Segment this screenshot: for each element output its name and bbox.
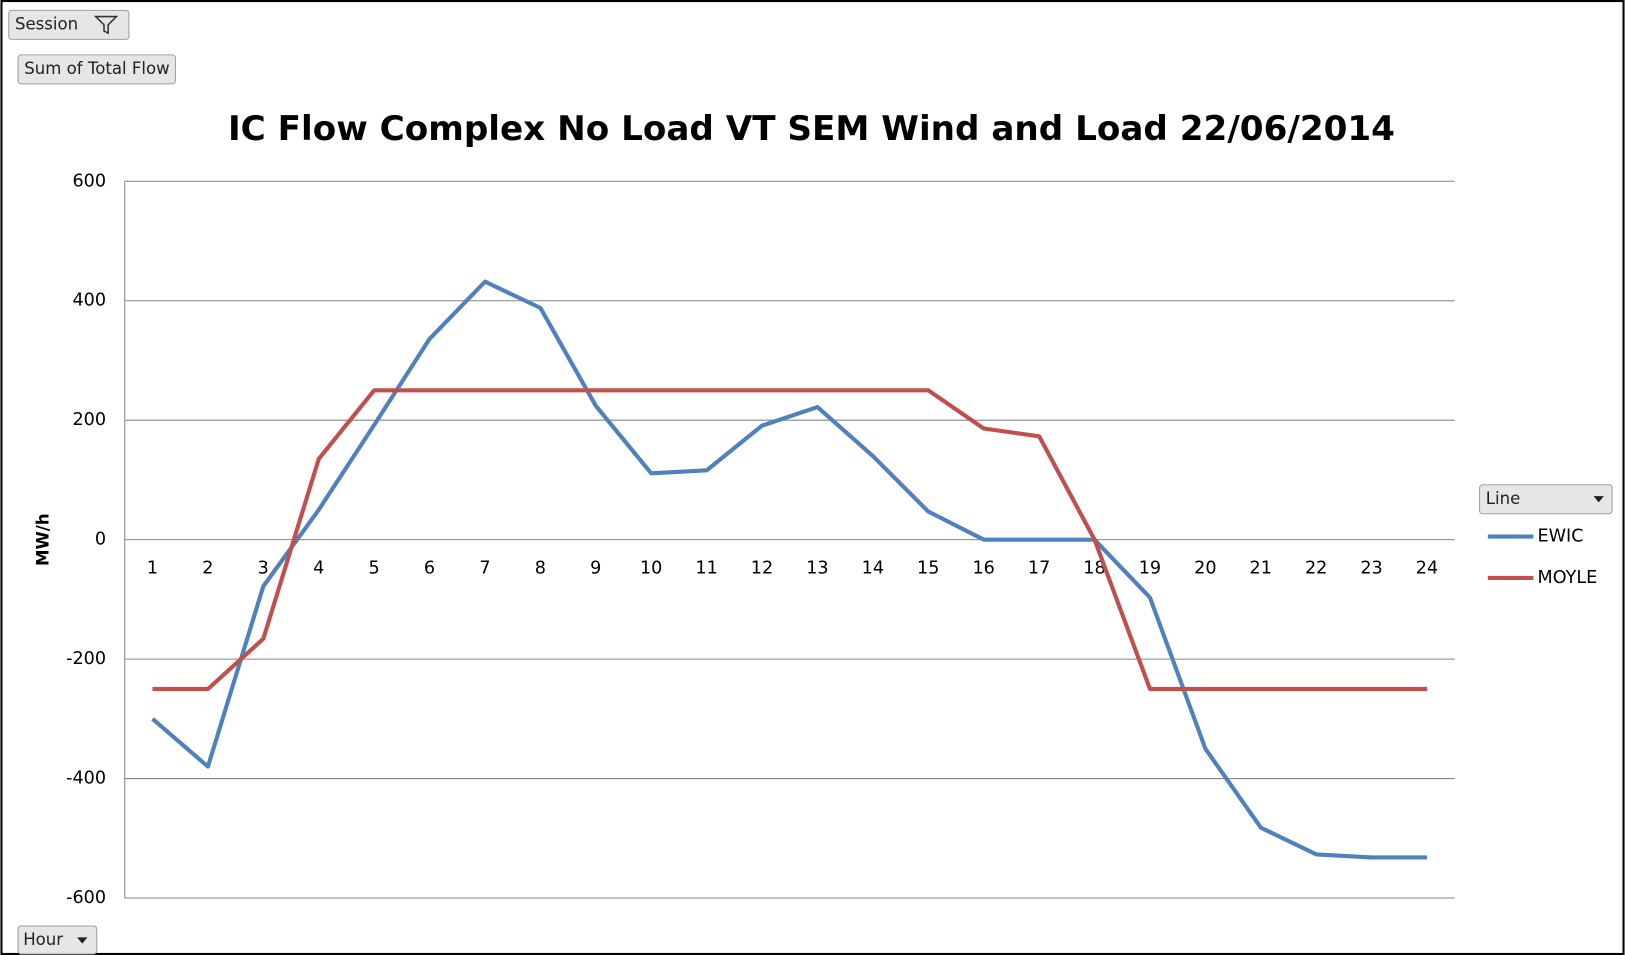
x-tick-label: 15 <box>917 559 939 579</box>
x-tick-label: 21 <box>1250 559 1272 579</box>
x-tick-label: 19 <box>1139 559 1161 579</box>
legend-label: MOYLE <box>1538 568 1598 588</box>
x-tick-label: 23 <box>1360 559 1382 579</box>
x-tick-label: 14 <box>862 559 884 579</box>
x-tick-label: 17 <box>1028 559 1050 579</box>
x-tick-label: 8 <box>535 559 546 579</box>
button-face <box>17 925 98 955</box>
y-tick-label: 200 <box>72 410 106 430</box>
x-tick-label: 12 <box>751 559 773 579</box>
x-tick-label: 18 <box>1083 559 1105 579</box>
x-tick-label: 13 <box>806 559 828 579</box>
x-tick-label: 2 <box>202 559 213 579</box>
button-face <box>8 9 130 40</box>
x-tick-label: 3 <box>258 559 269 579</box>
y-tick-label: 400 <box>72 291 106 311</box>
x-tick-label: 4 <box>313 559 324 579</box>
y-tick-label: 600 <box>72 171 106 191</box>
dropdown-arrow <box>1593 496 1604 503</box>
series-line <box>152 388 1428 692</box>
session-filter-button[interactable]: Session <box>8 9 130 40</box>
y-tick-label: 0 <box>95 530 106 550</box>
button-face <box>17 54 177 85</box>
y-tick-label: -600 <box>66 888 106 908</box>
button-label: Sum of Total Flow <box>24 59 169 78</box>
y-tick-label: -400 <box>66 769 106 789</box>
button-label: Hour <box>23 930 63 949</box>
x-tick-label: 16 <box>972 559 994 579</box>
legend-field-button[interactable]: Line <box>1479 484 1613 515</box>
value-field-button[interactable]: Sum of Total Flow <box>17 54 177 85</box>
y-tick-label: -200 <box>66 649 106 669</box>
axis-field-button[interactable]: Hour <box>17 925 98 955</box>
dropdown-arrow <box>77 937 88 944</box>
filter-icon <box>93 15 119 35</box>
y-axis-title: MW/h <box>33 513 52 566</box>
x-tick-label: 22 <box>1305 559 1327 579</box>
x-tick-label: 5 <box>368 559 379 579</box>
x-tick-label: 6 <box>424 559 435 579</box>
button-label: Session <box>15 14 78 33</box>
x-tick-label: 11 <box>695 559 717 579</box>
x-tick-label: 7 <box>479 559 490 579</box>
chart-title: IC Flow Complex No Load VT SEM Wind and … <box>228 109 1395 149</box>
x-tick-label: 24 <box>1416 559 1438 579</box>
series-line <box>151 279 1428 860</box>
legend-label: EWIC <box>1538 527 1584 547</box>
x-tick-label: 10 <box>640 559 662 579</box>
button-face <box>1479 484 1613 515</box>
x-tick-label: 1 <box>147 559 158 579</box>
x-tick-label: 20 <box>1194 559 1216 579</box>
x-tick-label: 9 <box>590 559 601 579</box>
button-label: Line <box>1486 489 1521 508</box>
